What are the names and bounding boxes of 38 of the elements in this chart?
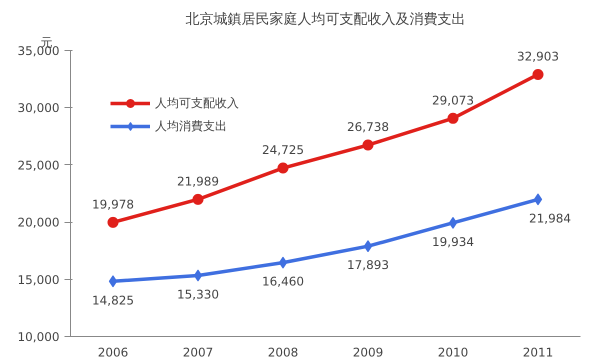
chart-title: 北京城鎮居民家庭人均可支配收入及消費支出 — [186, 12, 466, 28]
data-label: 21,984 — [529, 211, 572, 226]
x-tick-label: 2008 — [268, 346, 298, 359]
point — [364, 240, 372, 252]
data-label: 16,460 — [262, 274, 304, 289]
data-label: 17,893 — [347, 258, 390, 272]
y-tick-label: 30,000 — [18, 101, 60, 116]
point — [278, 162, 288, 174]
point — [448, 216, 458, 229]
legend-label: 人均可支配收入 — [155, 94, 239, 112]
y-tick-label: 15,000 — [18, 272, 60, 287]
point — [108, 216, 118, 228]
data-label: 19,978 — [92, 197, 134, 212]
data-label: 14,825 — [92, 293, 134, 308]
x-tick-label: 2009 — [352, 346, 384, 359]
point — [448, 112, 458, 124]
point — [532, 69, 544, 80]
y-tick-label: 10,000 — [18, 330, 60, 344]
point — [278, 256, 288, 269]
x-tick-label: 2010 — [438, 346, 468, 359]
y-tick-label: 25,000 — [18, 158, 60, 172]
data-label: 32,903 — [517, 49, 560, 64]
y-tick-label: 20,000 — [18, 216, 60, 230]
point — [108, 275, 118, 288]
data-label: 24,725 — [262, 143, 304, 158]
x-tick-label: 2006 — [98, 346, 128, 359]
data-label: 26,738 — [347, 120, 390, 134]
data-label: 21,989 — [177, 174, 220, 188]
x-tick-label: 2007 — [182, 346, 214, 359]
point — [534, 193, 542, 206]
point — [362, 140, 374, 151]
data-label: 15,330 — [177, 288, 220, 302]
point — [192, 194, 204, 205]
data-label: 19,934 — [432, 234, 474, 249]
point — [194, 270, 202, 282]
data-label: 29,073 — [432, 93, 474, 108]
legend-label: 人均消費支出 — [155, 118, 227, 134]
x-tick-label: 2011 — [522, 346, 554, 359]
